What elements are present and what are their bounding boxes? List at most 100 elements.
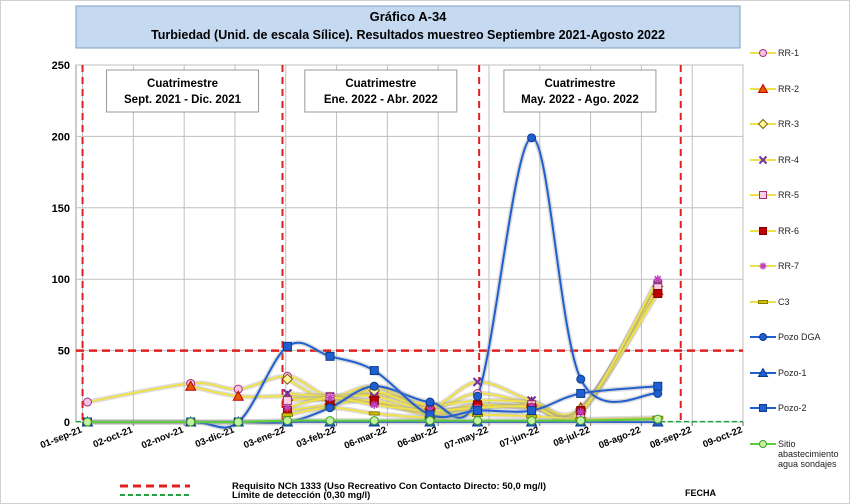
marker: [576, 408, 585, 417]
marker: [473, 406, 483, 416]
marker: [653, 414, 663, 424]
marker: [759, 49, 767, 57]
marker: [758, 299, 768, 304]
legend-item: RR-3: [748, 115, 848, 133]
x-axis-label: FECHA: [685, 488, 716, 498]
legend-label: RR-7: [778, 261, 800, 271]
legend-icon: [750, 226, 776, 235]
marker: [576, 388, 586, 398]
chart-subtitle: Turbiedad (Unid. de escala Sílice). Resu…: [151, 28, 665, 42]
marker: [759, 262, 767, 270]
legend-icon: [750, 118, 776, 130]
legend-item: RR-6: [748, 222, 848, 240]
marker: [325, 403, 335, 413]
legend-label: RR-5: [778, 190, 800, 200]
marker: [369, 366, 379, 376]
marker: [757, 82, 769, 93]
y-tick-label: 250: [52, 60, 70, 72]
marker: [186, 417, 196, 427]
legend-icon: [750, 299, 776, 304]
marker: [370, 400, 379, 409]
legend-label: Pozo-1: [778, 367, 807, 378]
marker: [473, 416, 483, 426]
legend-label: Pozo DGA: [778, 332, 821, 342]
chart-title: Gráfico A-34: [370, 9, 448, 24]
annotation-title: Cuatrimestre: [544, 78, 615, 90]
marker: [759, 191, 767, 199]
marker: [653, 288, 663, 298]
marker: [232, 390, 245, 401]
marker: [82, 417, 92, 427]
marker: [425, 397, 435, 407]
legend-label: Pozo-2: [778, 403, 807, 413]
y-tick-label: 50: [58, 346, 70, 358]
marker: [325, 351, 335, 361]
marker: [281, 412, 293, 417]
legend-label: RR-6: [778, 225, 800, 236]
marker: [325, 416, 335, 426]
marker: [369, 416, 379, 426]
marker: [282, 416, 292, 426]
annotation-box: [503, 69, 657, 113]
legend-icon: [750, 262, 776, 270]
marker: [759, 226, 767, 235]
legend-icon: [750, 82, 776, 93]
legend-icon: [750, 155, 776, 164]
legend-item: RR-7: [748, 257, 848, 275]
annotation-text: Ene. 2022 - Abr. 2022: [324, 94, 438, 106]
marker: [368, 411, 380, 416]
legend: RR-1 RR-2 RR-3 RR-4 RR-5 RR-6 RR-7 C3 Pozo DGA Po…: [748, 0, 848, 504]
legend-item: C3: [748, 293, 848, 311]
legend-item: RR-4: [748, 151, 848, 169]
legend-item: RR-5: [748, 186, 848, 204]
series-line: [190, 290, 659, 416]
marker: [757, 118, 769, 130]
legend-item: Pozo DGA: [748, 328, 848, 346]
marker: [759, 439, 767, 448]
marker: [82, 397, 92, 407]
annotation-box: [106, 69, 260, 113]
marker: [759, 404, 767, 412]
marker: [369, 381, 379, 391]
marker: [653, 381, 663, 391]
plot-area: [75, 64, 744, 423]
marker: [233, 417, 243, 427]
y-tick-label: 0: [64, 417, 70, 429]
marker: [326, 393, 335, 402]
marker: [184, 380, 197, 391]
y-tick-label: 150: [52, 203, 70, 215]
legend-icon: [750, 439, 776, 448]
legend-item: Pozo-1: [748, 364, 848, 382]
marker: [425, 416, 435, 426]
legend-icon: [750, 333, 776, 341]
legend-label: Límite de detección (0,30 mg/l): [232, 490, 370, 501]
legend-label: RR-3: [778, 119, 800, 129]
marker: [527, 406, 537, 416]
legend-label: RR-4: [778, 154, 800, 165]
legend-label: Sitio abastecimiento agua sondajes: [778, 438, 839, 469]
legend-item: RR-2: [748, 80, 848, 98]
y-tick-label: 200: [52, 131, 70, 143]
marker: [576, 374, 586, 384]
legend-label: RR-2: [778, 83, 800, 94]
series-group: [81, 133, 664, 431]
marker: [472, 377, 483, 387]
legend-item: RR-1: [748, 44, 848, 62]
legend-icon: [750, 49, 776, 57]
annotation-title: Cuatrimestre: [147, 78, 218, 90]
legend-label: C3: [778, 296, 790, 307]
marker: [757, 366, 769, 377]
marker: [283, 403, 292, 412]
annotation-text: Sept. 2021 - Dic. 2021: [124, 94, 242, 106]
marker: [527, 416, 537, 426]
marker: [759, 333, 767, 341]
legend-icon: [750, 404, 776, 412]
annotation-title: Cuatrimestre: [345, 78, 416, 90]
marker: [282, 396, 292, 406]
legend-label: RR-1: [778, 48, 800, 58]
annotation-box: [304, 69, 458, 113]
marker: [473, 391, 483, 401]
legend-icon: [750, 366, 776, 377]
